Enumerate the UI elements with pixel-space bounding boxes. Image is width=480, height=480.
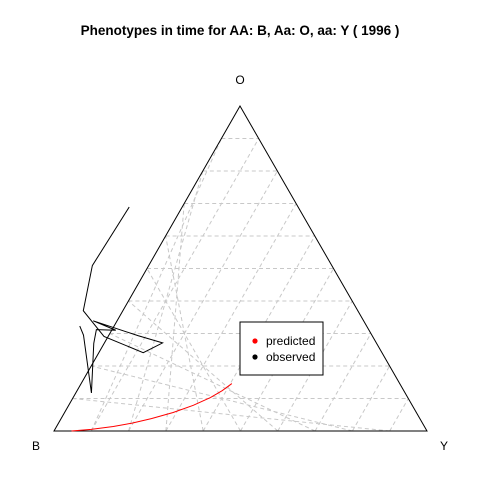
legend-marker-predicted bbox=[252, 338, 258, 344]
vertex-label-left: B bbox=[32, 439, 40, 453]
vertex-label-top: O bbox=[235, 73, 244, 87]
ternary-frame bbox=[53, 104, 428, 432]
legend: predicted observed bbox=[239, 321, 324, 376]
legend-box bbox=[239, 321, 324, 376]
series-line-predicted bbox=[71, 383, 233, 432]
grid-line bbox=[128, 300, 279, 432]
series-line-observed bbox=[79, 206, 164, 394]
grid-line bbox=[90, 138, 222, 432]
grid-line bbox=[91, 365, 353, 432]
grid-line bbox=[128, 170, 278, 432]
grid-line bbox=[165, 203, 185, 432]
legend-marker-observed bbox=[252, 354, 258, 360]
legend-label-observed: observed bbox=[266, 350, 315, 364]
grid-line bbox=[351, 365, 391, 432]
grid-line bbox=[146, 268, 241, 432]
chart-title: Phenotypes in time for AA: B, Aa: O, aa:… bbox=[81, 23, 400, 38]
grid-line bbox=[314, 333, 372, 432]
legend-label-predicted: predicted bbox=[266, 334, 315, 348]
grid-line bbox=[389, 398, 409, 432]
vertex-label-right: Y bbox=[440, 439, 448, 453]
grid-line bbox=[72, 398, 390, 432]
ternary-grid bbox=[72, 138, 409, 432]
grid-line bbox=[109, 333, 316, 432]
grid-line bbox=[165, 203, 297, 432]
grid-line bbox=[277, 300, 353, 432]
series-group bbox=[71, 206, 233, 432]
